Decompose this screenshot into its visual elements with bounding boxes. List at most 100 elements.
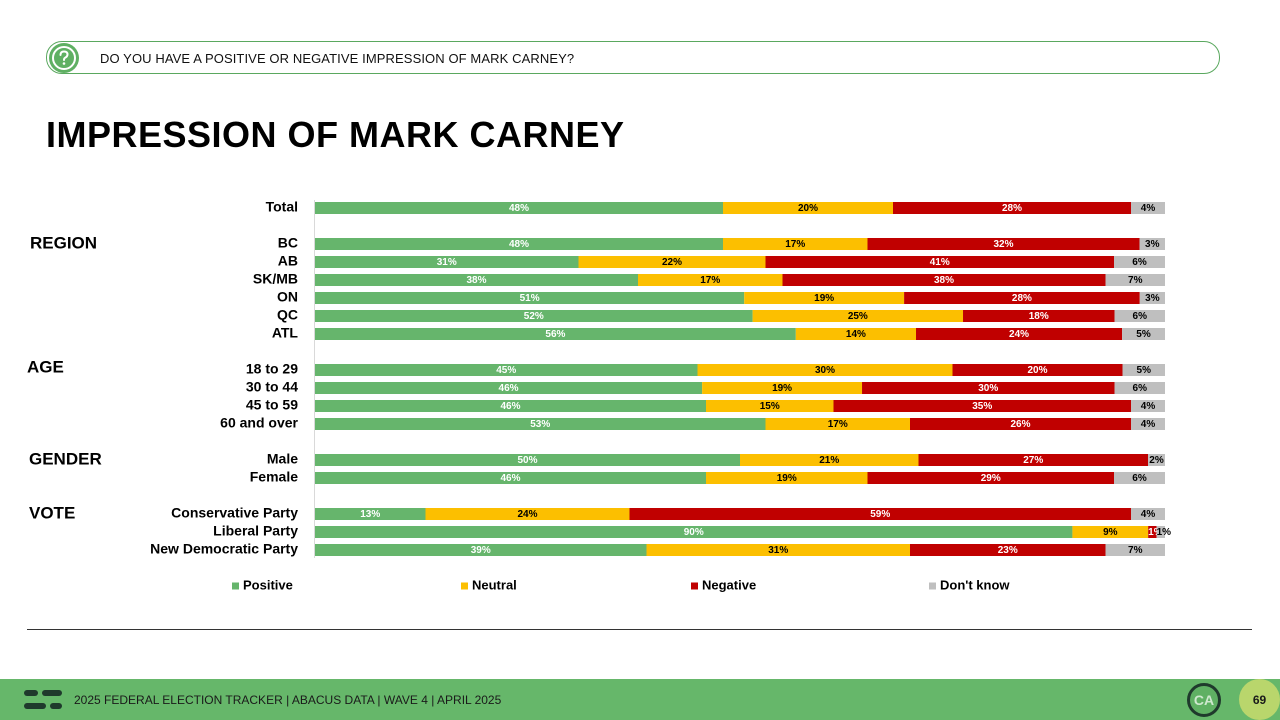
question-circle-icon <box>49 43 79 73</box>
row-label-conservative-party: Conservative Party <box>171 505 298 521</box>
bar-label-ab-negative: 41% <box>930 257 950 268</box>
row-label-on: ON <box>277 289 298 305</box>
page-number: 69 <box>1239 679 1280 720</box>
bar-30-to-44-positive <box>315 382 703 394</box>
bar-label-sk-mb-negative: 38% <box>934 275 954 286</box>
bar-label-conservative-party-neutral: 24% <box>517 509 537 520</box>
bar-label-qc-dontknow: 6% <box>1133 311 1148 322</box>
row-label-ab: AB <box>278 253 298 269</box>
bar-label-total-neutral: 20% <box>798 203 818 214</box>
bar-label-male-dontknow: 2% <box>1149 455 1164 466</box>
legend-swatch-dontknow <box>929 582 936 590</box>
bar-label-18-to-29-dontknow: 5% <box>1137 365 1152 376</box>
bar-label-male-negative: 27% <box>1023 455 1043 466</box>
bar-45-to-59-neutral <box>706 400 834 412</box>
bar-label-sk-mb-neutral: 17% <box>700 275 720 286</box>
bar-male-dontknow <box>1148 454 1165 466</box>
bar-60-and-over-negative <box>910 418 1131 430</box>
bar-30-to-44-neutral <box>702 382 863 394</box>
bar-male-positive <box>315 454 740 466</box>
bar-18-to-29-positive <box>315 364 698 376</box>
bar-label-liberal-party-neutral: 9% <box>1103 527 1118 538</box>
bar-label-female-negative: 29% <box>981 473 1001 484</box>
bar-atl-positive <box>315 328 796 340</box>
bar-label-60-and-over-neutral: 17% <box>828 419 848 430</box>
bar-label-60-and-over-positive: 53% <box>530 419 550 430</box>
bar-label-qc-positive: 52% <box>524 311 544 322</box>
page-title: IMPRESSION OF MARK CARNEY <box>46 114 625 155</box>
bar-45-to-59-negative <box>833 400 1131 412</box>
question-banner: DO YOU HAVE A POSITIVE OR NEGATIVE IMPRE… <box>46 41 1220 74</box>
bar-18-to-29-dontknow <box>1122 364 1165 376</box>
bar-atl-negative <box>916 328 1123 340</box>
bar-label-female-neutral: 19% <box>777 473 797 484</box>
bar-label-total-positive: 48% <box>509 203 529 214</box>
bar-sk-mb-negative <box>782 274 1106 286</box>
bar-label-conservative-party-negative: 59% <box>870 509 890 520</box>
bar-label-conservative-party-positive: 13% <box>360 509 380 520</box>
canada-badge-icon: CA <box>1187 683 1221 717</box>
bar-label-18-to-29-neutral: 30% <box>815 365 835 376</box>
bar-label-conservative-party-dontknow: 4% <box>1141 509 1156 520</box>
bar-label-new-democratic-party-negative: 23% <box>998 545 1018 556</box>
bar-label-on-neutral: 19% <box>814 293 834 304</box>
bar-label-bc-neutral: 17% <box>785 239 805 250</box>
bar-label-new-democratic-party-positive: 39% <box>471 545 491 556</box>
bar-label-sk-mb-positive: 38% <box>466 275 486 286</box>
bar-liberal-party-dontknow <box>1156 526 1165 538</box>
bar-qc-neutral <box>752 310 964 322</box>
bar-male-neutral <box>740 454 919 466</box>
legend-label-negative: Negative <box>702 577 756 592</box>
bar-sk-mb-positive <box>315 274 638 286</box>
bar-label-30-to-44-negative: 30% <box>978 383 998 394</box>
bar-label-60-and-over-negative: 26% <box>1010 419 1030 430</box>
bar-qc-dontknow <box>1114 310 1165 322</box>
group-label-gender: GENDER <box>29 449 102 468</box>
bar-18-to-29-negative <box>952 364 1123 376</box>
bar-label-new-democratic-party-neutral: 31% <box>768 545 788 556</box>
divider <box>27 629 1252 630</box>
row-label-total: Total <box>266 199 298 215</box>
bar-male-negative <box>918 454 1148 466</box>
bar-new-democratic-party-dontknow <box>1105 544 1165 556</box>
bar-18-to-29-neutral <box>697 364 953 376</box>
bar-label-on-negative: 28% <box>1012 293 1032 304</box>
bar-female-neutral <box>706 472 868 484</box>
bar-label-atl-dontknow: 5% <box>1136 329 1151 340</box>
bar-label-female-positive: 46% <box>500 473 520 484</box>
row-label-qc: QC <box>277 307 298 323</box>
bar-on-positive <box>315 292 745 304</box>
question-text: DO YOU HAVE A POSITIVE OR NEGATIVE IMPRE… <box>100 51 575 66</box>
legend-swatch-negative <box>691 582 698 590</box>
bar-label-bc-positive: 48% <box>509 239 529 250</box>
group-label-vote: VOTE <box>29 503 75 522</box>
bar-total-positive <box>315 202 723 214</box>
legend-swatch-positive <box>232 582 239 590</box>
row-label-45-to-59: 45 to 59 <box>246 397 298 413</box>
bar-60-and-over-positive <box>315 418 766 430</box>
bar-on-neutral <box>744 292 905 304</box>
bar-label-18-to-29-negative: 20% <box>1027 365 1047 376</box>
bar-label-on-positive: 51% <box>520 293 540 304</box>
row-label-60-and-over: 60 and over <box>220 415 298 431</box>
bar-total-negative <box>893 202 1131 214</box>
bar-liberal-party-neutral <box>1072 526 1149 538</box>
bar-atl-neutral <box>795 328 917 340</box>
bar-label-45-to-59-negative: 35% <box>972 401 992 412</box>
bar-sk-mb-dontknow <box>1105 274 1165 286</box>
bar-label-on-dontknow: 3% <box>1145 293 1160 304</box>
bar-bc-dontknow <box>1139 238 1165 250</box>
legend-label-dontknow: Don't know <box>940 577 1010 592</box>
bar-label-45-to-59-positive: 46% <box>500 401 520 412</box>
bar-bc-positive <box>315 238 723 250</box>
bar-new-democratic-party-negative <box>910 544 1106 556</box>
bar-label-bc-dontknow: 3% <box>1145 239 1160 250</box>
bar-label-male-positive: 50% <box>517 455 537 466</box>
bar-ab-neutral <box>578 256 766 268</box>
bar-total-neutral <box>723 202 893 214</box>
row-label-new-democratic-party: New Democratic Party <box>150 541 298 557</box>
bar-label-atl-positive: 56% <box>545 329 565 340</box>
legend-label-neutral: Neutral <box>472 577 517 592</box>
bar-label-total-negative: 28% <box>1002 203 1022 214</box>
